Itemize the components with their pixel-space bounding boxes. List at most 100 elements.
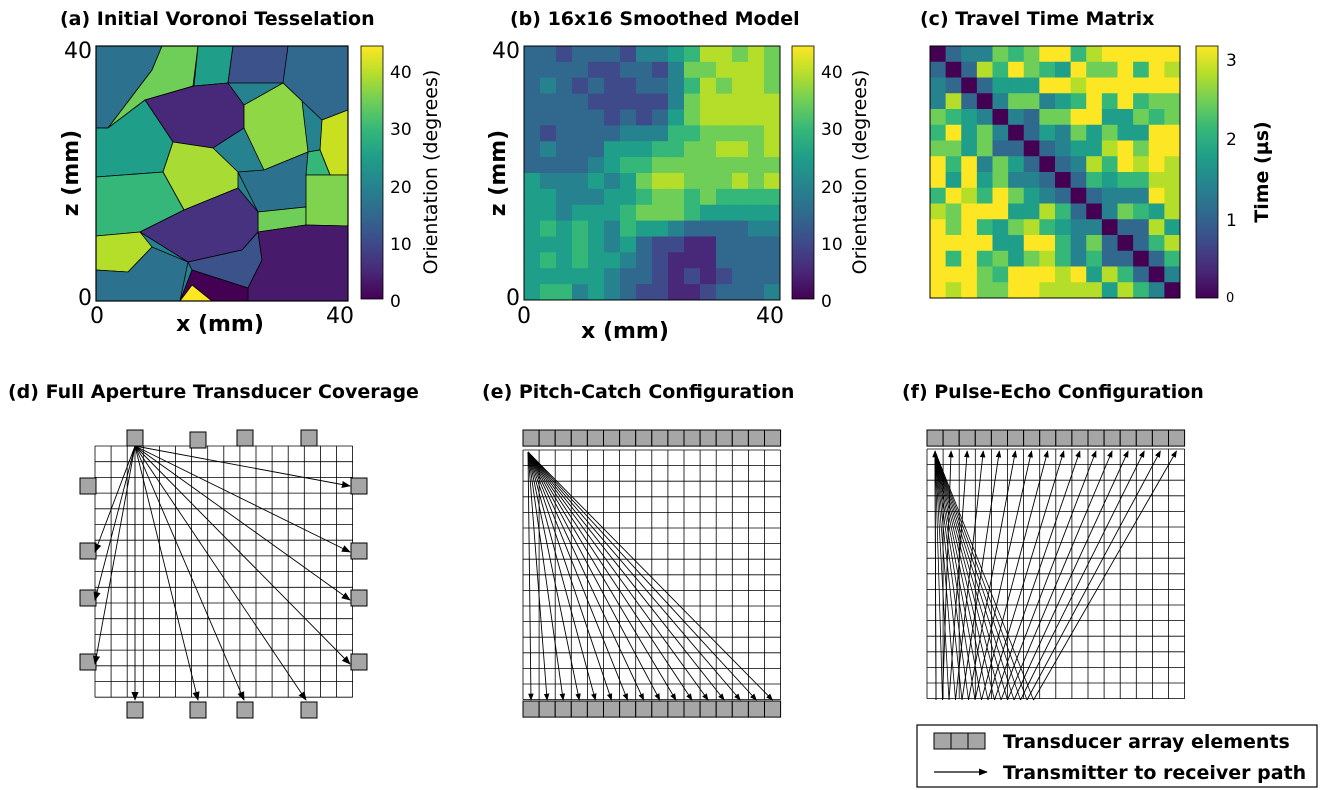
matrix-cell: [1101, 77, 1118, 94]
transducer-element: [79, 477, 97, 495]
panel-a-title: (a) Initial Voronoi Tesselation: [60, 8, 375, 30]
transducer-element: [236, 429, 254, 447]
ray-path: [934, 450, 1021, 701]
smooth-cell: [764, 236, 781, 253]
panel-f-paths: [932, 450, 1177, 701]
matrix-cell: [1133, 93, 1150, 110]
smooth-cell: [572, 77, 589, 95]
smooth-cell: [620, 252, 637, 269]
matrix-cell: [992, 93, 1009, 110]
matrix-cell: [1164, 235, 1181, 252]
transducer-element: [747, 700, 766, 718]
matrix-cell: [945, 124, 962, 141]
smooth-cell: [764, 125, 781, 142]
matrix-cell: [961, 46, 978, 63]
smooth-cell: [604, 236, 621, 253]
matrix-cell: [930, 61, 947, 78]
panel-a-cb-tick-10: 10: [390, 235, 412, 255]
matrix-cell: [1148, 203, 1165, 220]
transducer-element: [586, 700, 605, 718]
ray-path: [1020, 450, 1145, 701]
smooth-cell: [572, 284, 589, 301]
matrix-cell: [1055, 140, 1072, 157]
smooth-cell: [748, 252, 765, 269]
ray-path: [934, 450, 969, 701]
matrix-cell: [1039, 250, 1056, 267]
smooth-cell: [684, 284, 701, 301]
matrix-cell: [930, 235, 947, 252]
smooth-cell: [732, 157, 749, 174]
matrix-cell: [930, 93, 947, 110]
matrix-cell: [1164, 203, 1181, 220]
smooth-cell: [604, 61, 621, 79]
smooth-cell: [700, 46, 717, 63]
panel-f-title: (f) Pulse-Echo Configuration: [902, 381, 1204, 403]
smooth-cell: [636, 109, 653, 126]
matrix-cell: [1008, 187, 1025, 204]
panel-f-transducers: [926, 429, 1186, 447]
smooth-cell: [524, 93, 541, 110]
matrix-cell: [1039, 140, 1056, 157]
smooth-cell: [652, 236, 669, 253]
smooth-cell: [588, 204, 605, 222]
ray-path: [955, 450, 986, 701]
matrix-cell: [961, 266, 978, 283]
matrix-cell: [1133, 235, 1150, 252]
smooth-cell: [540, 220, 557, 237]
matrix-cell: [1070, 156, 1087, 173]
smooth-cell: [572, 236, 589, 253]
matrix-cell: [976, 61, 993, 78]
smooth-cell: [684, 188, 701, 206]
matrix-cell: [1055, 282, 1072, 299]
matrix-cell: [976, 187, 993, 204]
smooth-cell: [572, 157, 589, 174]
smooth-cell: [540, 77, 557, 95]
matrix-cell: [1101, 282, 1118, 299]
matrix-cell: [961, 282, 978, 299]
matrix-cell: [1008, 235, 1025, 252]
smooth-cell: [524, 252, 541, 269]
smooth-cell: [764, 61, 781, 79]
matrix-cell: [1039, 77, 1056, 94]
matrix-cell: [930, 109, 947, 126]
transducer-element: [126, 701, 144, 719]
transducer-element: [764, 700, 782, 718]
smooth-cell: [588, 268, 605, 285]
panel-b-xlabel: x (mm): [581, 319, 669, 344]
transducer-element: [731, 429, 749, 447]
smooth-cell: [604, 46, 621, 63]
smooth-cell: [524, 77, 541, 95]
matrix-cell: [930, 77, 947, 94]
transducer-element: [603, 429, 621, 447]
smooth-cell: [620, 236, 637, 253]
smooth-cell: [652, 173, 669, 190]
smooth-cell: [684, 268, 701, 285]
smooth-cell: [636, 141, 653, 158]
matrix-cell: [945, 77, 962, 94]
matrix-cell: [1117, 282, 1134, 299]
smooth-cell: [684, 109, 701, 126]
smooth-cell: [652, 109, 669, 126]
transducer-element: [990, 429, 1009, 447]
matrix-cell: [992, 266, 1009, 283]
smooth-cell: [588, 141, 605, 158]
smooth-cell: [556, 61, 573, 79]
matrix-cell: [1133, 187, 1150, 204]
matrix-cell: [961, 77, 978, 94]
smooth-cell: [572, 220, 589, 237]
matrix-cell: [1023, 109, 1040, 126]
panel-c-cb-tick-0: 0: [1226, 291, 1234, 306]
matrix-cell: [1008, 124, 1025, 141]
matrix-cell: [1117, 235, 1134, 252]
matrix-cell: [961, 140, 978, 157]
panel-e-title: (e) Pitch-Catch Configuration: [482, 381, 794, 403]
matrix-cell: [1023, 93, 1040, 110]
matrix-cell: [1086, 109, 1103, 126]
matrix-cell: [1133, 124, 1150, 141]
ray-path: [987, 450, 1065, 701]
matrix-cell: [1148, 46, 1165, 63]
smooth-cell: [524, 157, 541, 174]
matrix-cell: [930, 187, 947, 204]
matrix-cell: [1133, 250, 1150, 267]
smooth-cell: [572, 141, 589, 158]
